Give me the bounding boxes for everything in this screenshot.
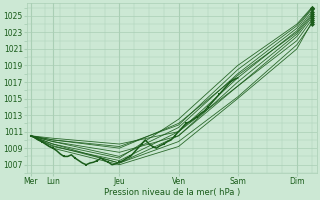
X-axis label: Pression niveau de la mer( hPa ): Pression niveau de la mer( hPa ): [104, 188, 240, 197]
